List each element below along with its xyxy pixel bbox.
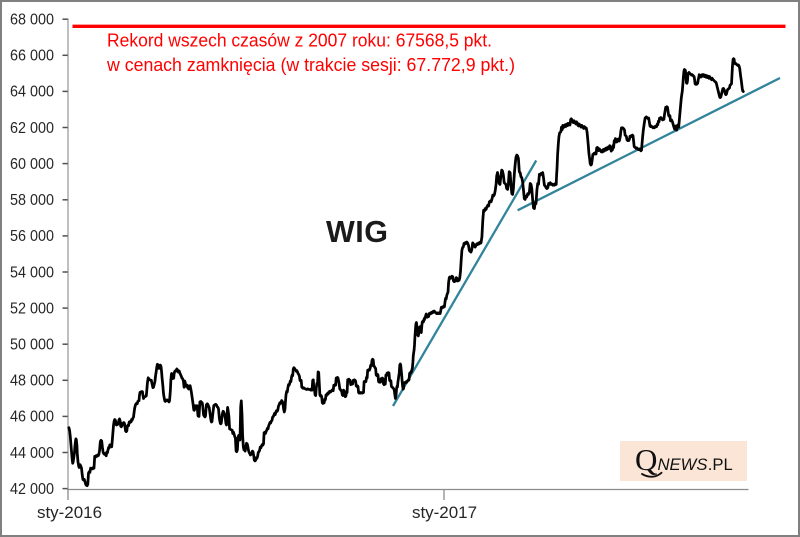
- svg-text:sty-2017: sty-2017: [412, 503, 477, 522]
- svg-text:46 000: 46 000: [10, 409, 54, 426]
- svg-text:42 000: 42 000: [10, 481, 54, 498]
- svg-text:.PL: .PL: [708, 455, 733, 474]
- svg-text:64 000: 64 000: [10, 84, 54, 101]
- svg-text:WIG: WIG: [326, 215, 389, 249]
- svg-text:NEWS: NEWS: [658, 455, 709, 474]
- svg-text:60 000: 60 000: [10, 156, 54, 173]
- svg-text:sty-2016: sty-2016: [37, 503, 102, 522]
- svg-text:56 000: 56 000: [10, 228, 54, 245]
- svg-text:Q: Q: [635, 442, 657, 477]
- svg-text:52 000: 52 000: [10, 300, 54, 317]
- svg-text:w cenach zamknięcia (w trakcie: w cenach zamknięcia (w trakcie sesji: 67…: [106, 55, 515, 75]
- svg-text:68 000: 68 000: [10, 12, 54, 29]
- svg-text:62 000: 62 000: [10, 120, 54, 137]
- svg-text:50 000: 50 000: [10, 337, 54, 354]
- svg-text:66 000: 66 000: [10, 48, 54, 65]
- svg-text:54 000: 54 000: [10, 264, 54, 281]
- svg-text:44 000: 44 000: [10, 445, 54, 462]
- svg-text:48 000: 48 000: [10, 373, 54, 390]
- svg-text:Rekord wszech czasów z 2007 ro: Rekord wszech czasów z 2007 roku: 67568,…: [107, 31, 492, 51]
- svg-text:58 000: 58 000: [10, 192, 54, 209]
